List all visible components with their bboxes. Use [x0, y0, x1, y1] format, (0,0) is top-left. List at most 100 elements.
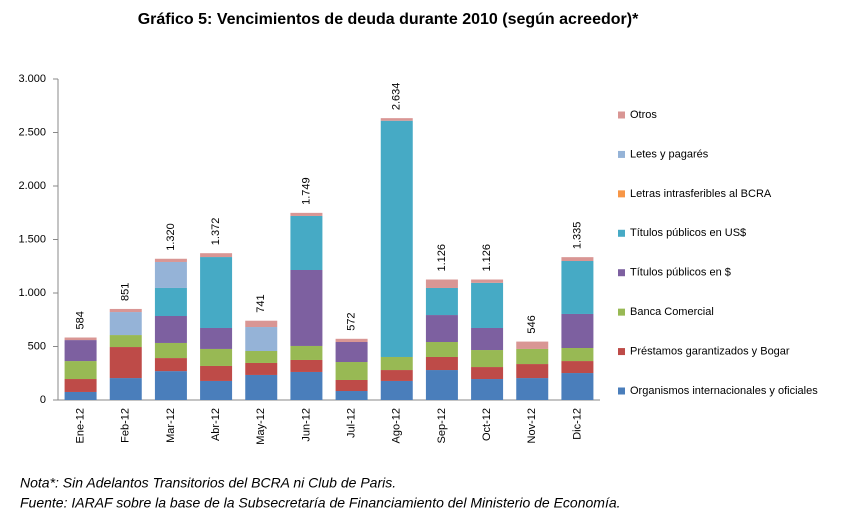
bar-segment — [335, 391, 368, 400]
bar-segment — [290, 212, 323, 216]
y-tick-label: 1.000 — [18, 287, 46, 299]
x-tick-label: May-12 — [255, 408, 267, 445]
total-label: 584 — [74, 311, 86, 329]
bar-segment — [245, 320, 278, 328]
bar-segment — [561, 373, 594, 400]
bar-segment — [471, 282, 504, 328]
bar-segment — [200, 348, 233, 366]
x-tick-label: Feb-12 — [120, 408, 132, 443]
bar-segment — [64, 361, 97, 380]
y-tick-label: 0 — [40, 394, 46, 406]
x-tick-label: Jun-12 — [300, 408, 312, 442]
total-label: 572 — [345, 312, 357, 330]
bar-segment — [109, 312, 142, 336]
bar-segment — [245, 362, 278, 375]
bar-segment — [335, 379, 368, 392]
bar-segment — [335, 342, 368, 363]
legend-label: Otros — [630, 109, 657, 121]
legend-label: Organismos internacionales y oficiales — [630, 385, 818, 397]
bar-segment — [516, 364, 549, 379]
x-tick-label: Oct-12 — [481, 408, 493, 441]
bar-segment — [425, 315, 458, 343]
bar-segment — [335, 362, 368, 380]
bar-segment — [109, 308, 142, 313]
bar-segment — [64, 379, 97, 392]
bar-segment — [380, 380, 413, 400]
bar-segment — [290, 359, 323, 372]
legend-label: Préstamos garantizados y Bogar — [630, 345, 790, 357]
legend-label: Títulos públicos en $ — [630, 267, 731, 279]
legend-swatch — [618, 190, 625, 198]
legend-swatch — [618, 150, 625, 158]
bar-segment — [471, 367, 504, 380]
bar-segment — [245, 374, 278, 400]
bar-segment — [290, 371, 323, 400]
bar-segment — [561, 261, 594, 314]
bar-segment — [200, 365, 233, 381]
bar-segment — [200, 253, 233, 258]
source: Fuente: IARAF sobre la base de la Subsec… — [20, 495, 621, 511]
bar-segment — [290, 269, 323, 346]
bar-segment — [154, 342, 187, 359]
bar-segment — [561, 257, 594, 262]
legend-label: Banca Comercial — [630, 306, 714, 318]
total-label: 546 — [526, 315, 538, 333]
bar-segment — [109, 378, 142, 400]
bar-segment — [380, 370, 413, 381]
bar-segment — [471, 327, 504, 351]
bar-segment — [425, 342, 458, 357]
bar-segment — [245, 350, 278, 363]
x-tick-label: Dic-12 — [571, 408, 583, 440]
y-tick-label: 2.500 — [18, 126, 46, 138]
y-tick-label: 500 — [28, 340, 46, 352]
legend-label: Títulos públicos en US$ — [630, 227, 746, 239]
bar-segment — [200, 380, 233, 400]
bar-segment — [200, 257, 233, 328]
legend-label: Letes y pagarés — [630, 148, 709, 160]
legend-swatch — [618, 387, 625, 395]
bar-segment — [380, 118, 413, 121]
legend-swatch — [618, 348, 625, 356]
legend-swatch — [618, 308, 625, 316]
bar-segment — [200, 327, 233, 349]
bar-segment — [380, 120, 413, 357]
x-tick-label: Ene-12 — [74, 408, 86, 443]
bar-segment — [471, 279, 504, 283]
bar-segment — [425, 370, 458, 400]
chart-title: Gráfico 5: Vencimientos de deuda durante… — [138, 11, 639, 28]
bar-segment — [154, 261, 187, 288]
bar-segment — [290, 345, 323, 360]
total-label: 1.335 — [571, 222, 583, 250]
bar-segment — [380, 356, 413, 371]
bar-segment — [425, 279, 458, 288]
bar-segment — [561, 361, 594, 374]
legend-label: Letras intrasferibles al BCRA — [630, 188, 772, 200]
x-tick-label: Nov-12 — [526, 408, 538, 443]
bar-segment — [290, 215, 323, 270]
x-tick-label: Ago-12 — [391, 408, 403, 443]
bar-segment — [154, 316, 187, 343]
x-tick-label: Abr-12 — [210, 408, 222, 441]
bar-segment — [64, 340, 97, 362]
total-label: 1.320 — [165, 223, 177, 251]
total-label: 1.372 — [210, 218, 222, 246]
bar-segment — [109, 335, 142, 348]
bar-segment — [154, 371, 187, 400]
legend-swatch — [618, 269, 625, 277]
bar-segment — [471, 350, 504, 368]
bar-segment — [516, 341, 549, 349]
legend-swatch — [618, 111, 625, 119]
bar-segment — [516, 378, 549, 400]
bar-segment — [109, 347, 142, 379]
total-label: 851 — [120, 283, 132, 301]
bar-segment — [425, 287, 458, 316]
total-label: 2.634 — [391, 83, 403, 111]
y-tick-label: 3.000 — [18, 73, 46, 85]
x-tick-label: Jul-12 — [345, 408, 357, 438]
bar-segment — [245, 327, 278, 351]
bar-segment — [154, 287, 187, 317]
y-tick-label: 2.000 — [18, 180, 46, 192]
total-label: 1.126 — [481, 244, 493, 272]
bar-segment — [335, 338, 368, 343]
